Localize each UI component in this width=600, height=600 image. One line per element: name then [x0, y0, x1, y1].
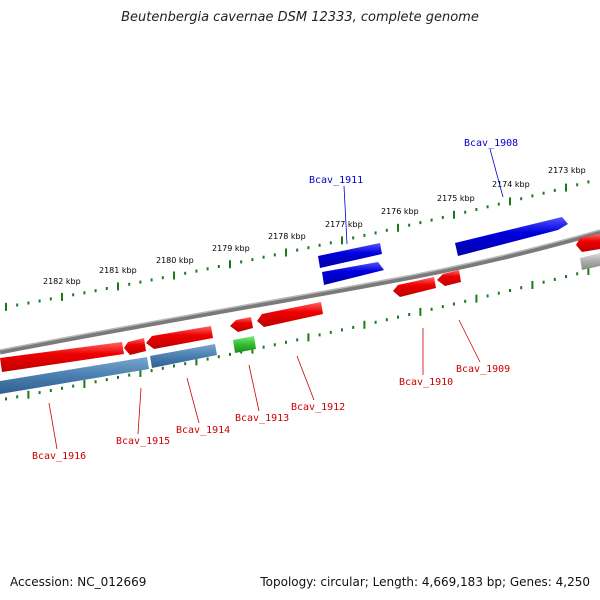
gene-bcav-1913b-arrow[interactable]	[233, 336, 256, 353]
gene-bcav-1915b-arrow[interactable]	[0, 357, 149, 394]
gene-bcav-1913-arrow[interactable]	[230, 317, 253, 332]
gene-bcav-1912-arrow[interactable]	[257, 302, 323, 327]
gene-bcav-1911b-arrow[interactable]	[322, 262, 384, 285]
gene-right-edge-grey[interactable]	[580, 253, 600, 270]
gene-label-bcav-1914[interactable]: Bcav_1914	[176, 425, 230, 436]
kbp-label-2176: 2176 kbp	[381, 207, 419, 216]
kbp-label-2179: 2179 kbp	[212, 244, 250, 253]
gene-label-bcav-1909[interactable]: Bcav_1909	[456, 364, 510, 375]
gene-label-bcav-1910[interactable]: Bcav_1910	[399, 377, 453, 388]
kbp-label-2175: 2175 kbp	[437, 194, 475, 203]
gene-label-bcav-1913[interactable]: Bcav_1913	[235, 413, 289, 424]
gene-bcav-1915-arrow[interactable]	[146, 326, 213, 349]
genome-backbone	[0, 229, 600, 355]
kbp-label-2173: 2173 kbp	[548, 166, 586, 175]
gene-bcav-1911-arrow[interactable]	[318, 243, 382, 268]
kbp-label-2180: 2180 kbp	[156, 256, 194, 265]
gene-label-bcav-1911[interactable]: Bcav_1911	[309, 175, 363, 186]
gene-label-bcav-1916[interactable]: Bcav_1916	[32, 451, 86, 462]
reverse-strand-genes	[0, 270, 461, 394]
kbp-label-2181: 2181 kbp	[99, 266, 137, 275]
genome-info-text: Topology: circular; Length: 4,669,183 bp…	[260, 575, 590, 589]
kbp-labels: 2182 kbp 2181 kbp 2180 kbp 2179 kbp 2178…	[43, 166, 586, 286]
outer-scale-ticks	[5, 180, 590, 311]
gene-label-bcav-1908[interactable]: Bcav_1908	[464, 138, 518, 149]
gene-bcav-1916b-arrow[interactable]	[124, 338, 146, 355]
gene-bcav-1908-arrow[interactable]	[455, 217, 568, 256]
gene-labels: Bcav_1911 Bcav_1908 Bcav_1916 Bcav_1915 …	[32, 138, 518, 462]
gene-bcav-1914-arrow[interactable]	[150, 344, 217, 368]
gene-right-edge-red[interactable]	[576, 234, 600, 252]
genome-backbone-highlight	[0, 229, 600, 351]
kbp-label-2182: 2182 kbp	[43, 277, 81, 286]
kbp-label-2178: 2178 kbp	[268, 232, 306, 241]
forward-strand-genes	[318, 217, 600, 285]
gene-leader-lines	[48, 148, 504, 450]
gene-bcav-1916-arrow[interactable]	[0, 342, 124, 372]
accession-text: Accession: NC_012669	[10, 575, 147, 589]
figure-title: Beutenbergia cavernae DSM 12333, complet…	[121, 10, 479, 25]
kbp-label-2174: 2174 kbp	[492, 180, 530, 189]
gene-label-bcav-1912[interactable]: Bcav_1912	[291, 402, 345, 413]
gene-bcav-1910-arrow[interactable]	[393, 277, 436, 297]
gene-bcav-1909-arrow[interactable]	[437, 270, 461, 286]
kbp-label-2177: 2177 kbp	[325, 220, 363, 229]
gene-label-bcav-1915[interactable]: Bcav_1915	[116, 436, 170, 447]
